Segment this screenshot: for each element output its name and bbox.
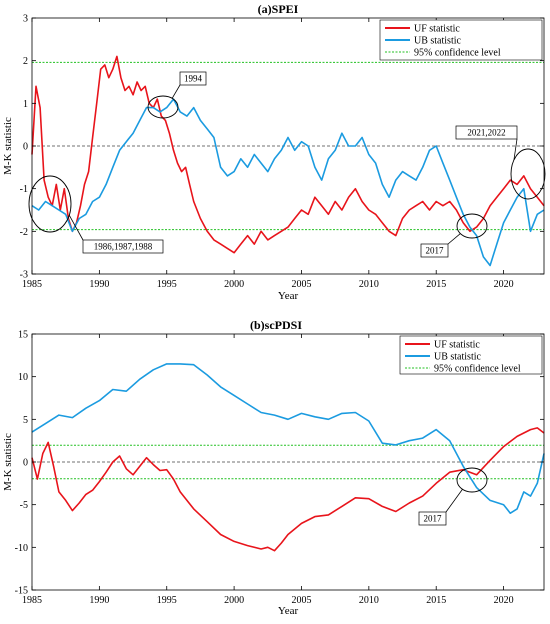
panel-b-y-label: M-K statistic — [2, 433, 14, 491]
panel-a-y-ticks: -3 -2 -1 0 1 2 3 — [20, 14, 544, 281]
panel-a-x-label: Year — [278, 290, 299, 302]
panel-a-series — [31, 55, 545, 267]
x-tick-label: 2000 — [224, 279, 244, 290]
legend-entry: 95% confidence level — [434, 364, 521, 375]
annotation-label: 1994 — [184, 74, 203, 84]
y-tick-label: 0 — [23, 142, 28, 153]
annotation-leader — [171, 84, 181, 99]
panel-a-reference-lines — [32, 61, 544, 231]
annotation-label: 1986,1987,1988 — [94, 242, 153, 252]
x-tick-label: 2020 — [494, 595, 514, 606]
ub-series-line — [31, 363, 545, 515]
x-tick-label: 2020 — [494, 279, 514, 290]
panel-b-y-ticks: -15 -10 -5 0 5 10 15 — [15, 330, 544, 597]
y-tick-label: 1 — [23, 99, 28, 110]
x-tick-label: 1985 — [22, 279, 42, 290]
y-tick-label: -5 — [20, 500, 28, 511]
panel-b-x-label: Year — [278, 605, 299, 617]
uf-series-line — [31, 427, 545, 552]
x-tick-label: 1990 — [89, 279, 109, 290]
x-tick-label: 1995 — [157, 595, 177, 606]
y-tick-label: -1 — [20, 184, 28, 195]
annotation-box — [82, 239, 164, 254]
annotation-label: 2017 — [424, 514, 443, 524]
annotation-box — [420, 243, 449, 258]
highlight-ellipse — [147, 95, 179, 119]
annotation-leader — [513, 138, 518, 161]
annotation-leader — [447, 233, 461, 245]
y-tick-label: 10 — [18, 372, 28, 383]
panel-b-title: (b)scPDSI — [250, 318, 302, 332]
panel-a-annotations: 1994 1986,1987,1988 2017 2021,2022 — [28, 71, 546, 258]
y-tick-label: 2 — [23, 56, 28, 67]
annotation-leader — [68, 215, 84, 241]
x-tick-label: 2005 — [291, 279, 311, 290]
legend-entry: 95% confidence level — [414, 48, 501, 59]
annotation-box — [418, 511, 447, 526]
annotation-box — [179, 71, 207, 86]
x-tick-label: 2005 — [291, 595, 311, 606]
y-tick-label: -3 — [20, 270, 28, 281]
annotation-label: 2017 — [426, 246, 445, 256]
y-tick-label: 3 — [23, 14, 28, 25]
uf-series-line — [31, 55, 545, 254]
y-tick-label: 15 — [18, 330, 28, 341]
y-tick-label: -15 — [15, 586, 28, 597]
annotation-box — [455, 125, 518, 140]
legend-entry: UB statistic — [434, 352, 482, 363]
legend-entry: UF statistic — [434, 340, 480, 351]
x-tick-label: 1995 — [157, 279, 177, 290]
annotation-leader — [445, 489, 463, 513]
highlight-ellipse — [510, 148, 546, 200]
x-tick-label: 2010 — [359, 279, 379, 290]
x-tick-label: 2015 — [426, 595, 446, 606]
panel-b-annotations: 2017 — [418, 467, 488, 526]
legend-entry: UB statistic — [414, 36, 462, 47]
panel-a-y-label: M-K statistic — [2, 117, 14, 175]
y-tick-label: 5 — [23, 415, 28, 426]
y-tick-label: 0 — [23, 458, 28, 469]
x-tick-label: 2015 — [426, 279, 446, 290]
x-tick-label: 2010 — [359, 595, 379, 606]
highlight-ellipse — [456, 213, 488, 239]
legend-entry: UF statistic — [414, 24, 460, 35]
x-tick-label: 1990 — [89, 595, 109, 606]
x-tick-label: 2000 — [224, 595, 244, 606]
panel-a-title: (a)SPEI — [258, 2, 299, 16]
panel-scpdsi: (b)scPDSI 2017 1985 1990 1995 2000 2005 2010 2… — [2, 318, 545, 617]
panel-b-reference-lines — [32, 444, 544, 480]
y-tick-label: -2 — [20, 227, 28, 238]
ub-series-line — [31, 98, 545, 267]
highlight-ellipse — [456, 467, 488, 493]
panel-b-x-ticks: 1985 1990 1995 2000 2005 2010 2015 2020 — [22, 334, 514, 606]
panel-a-x-ticks: 1985 1990 1995 2000 2005 2010 2015 2020 — [22, 18, 514, 290]
panel-b-series — [31, 363, 545, 552]
highlight-ellipse — [28, 175, 72, 233]
y-tick-label: -10 — [15, 543, 28, 554]
annotation-label: 2021,2022 — [467, 128, 505, 138]
x-tick-label: 1985 — [22, 595, 42, 606]
